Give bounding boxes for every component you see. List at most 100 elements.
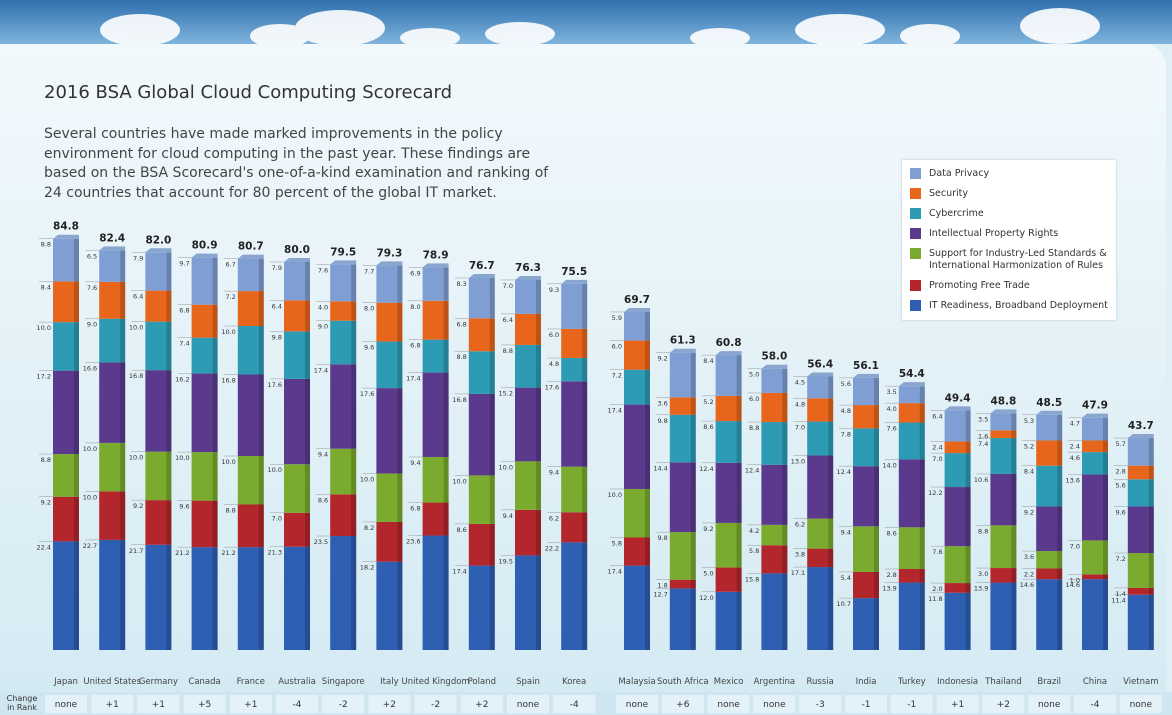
segment-label: 6.4 bbox=[272, 302, 282, 310]
segment-label: 21.2 bbox=[221, 549, 235, 557]
segment-label: 5.0 bbox=[749, 371, 759, 379]
segment-label: 14.6 bbox=[1066, 581, 1080, 589]
bar-segment bbox=[669, 397, 696, 415]
rank-cell bbox=[707, 695, 750, 713]
bar-side bbox=[351, 364, 357, 449]
bar-side bbox=[582, 328, 588, 359]
segment-label: 7.4 bbox=[978, 440, 988, 448]
bar-side bbox=[258, 547, 264, 650]
bar-side bbox=[305, 464, 310, 513]
segment-label: 14.6 bbox=[1020, 581, 1034, 589]
bar-segment bbox=[624, 488, 650, 538]
segment-label: 10.0 bbox=[221, 458, 235, 466]
bar-segment bbox=[468, 351, 495, 394]
bar-segment bbox=[1036, 465, 1063, 507]
bar-cap bbox=[376, 261, 403, 266]
rank-label: Change in Rank bbox=[7, 694, 38, 712]
bar-side bbox=[782, 422, 788, 465]
bar-side bbox=[536, 555, 541, 650]
segment-label: 10.0 bbox=[37, 324, 51, 332]
bar-segment bbox=[1082, 574, 1108, 580]
total-label: 80.7 bbox=[238, 241, 264, 253]
total-label: 61.3 bbox=[670, 335, 696, 347]
bar-side bbox=[166, 370, 172, 452]
bar-side bbox=[645, 488, 650, 538]
rank-change: -2 bbox=[339, 700, 348, 710]
segment-label: 8.8 bbox=[749, 424, 759, 432]
bar-segment bbox=[422, 372, 449, 457]
bar-side bbox=[645, 537, 650, 566]
segment-label: 9.6 bbox=[1115, 508, 1125, 516]
segment-label: 7.0 bbox=[795, 424, 805, 432]
segment-label: 9.6 bbox=[179, 503, 189, 511]
total-label: 76.7 bbox=[469, 260, 495, 272]
segment-label: 17.1 bbox=[791, 569, 805, 577]
bar-cap bbox=[284, 258, 310, 262]
bar-side bbox=[965, 546, 971, 584]
rank-cell bbox=[183, 695, 226, 713]
segment-label: 8.4 bbox=[703, 357, 713, 365]
legend-item: IT Readiness, Broadband Deployment bbox=[902, 296, 1116, 316]
bar-segment bbox=[468, 393, 495, 476]
bar-segment bbox=[715, 522, 742, 568]
bar-segment bbox=[990, 473, 1017, 526]
bar-cap bbox=[561, 279, 588, 284]
bar-segment bbox=[191, 337, 218, 374]
bar-cap bbox=[515, 275, 541, 280]
bar-side bbox=[645, 404, 650, 489]
segment-label: 3.5 bbox=[978, 415, 988, 423]
segment-label: 13.9 bbox=[974, 585, 988, 593]
segment-label: 8.6 bbox=[456, 526, 466, 534]
total-label: 48.5 bbox=[1036, 397, 1062, 409]
segment-label: 4.8 bbox=[549, 360, 559, 368]
bar-segment bbox=[330, 264, 357, 302]
bar-side bbox=[874, 526, 879, 572]
bar-segment bbox=[422, 300, 449, 340]
bar-segment bbox=[1127, 479, 1154, 507]
segment-label: 10.0 bbox=[608, 491, 622, 499]
bar-side bbox=[965, 453, 971, 488]
bar-segment bbox=[1127, 465, 1154, 480]
bar-side bbox=[1103, 452, 1108, 475]
bar-side bbox=[965, 583, 971, 593]
bar-side bbox=[1057, 568, 1063, 580]
segment-label: 5.2 bbox=[703, 398, 713, 406]
bar-segment bbox=[330, 536, 357, 650]
bar-segment bbox=[330, 494, 357, 537]
bar-side bbox=[736, 591, 742, 650]
bar-side bbox=[166, 544, 172, 650]
bar-cap bbox=[624, 307, 650, 312]
rank-cell bbox=[322, 695, 365, 713]
bar-segment bbox=[853, 598, 879, 650]
bar-segment bbox=[1082, 440, 1108, 453]
bar-side bbox=[736, 421, 742, 463]
rank-cell bbox=[368, 695, 411, 713]
segment-label: 5.6 bbox=[841, 380, 851, 388]
x-tick-label: Mexico bbox=[714, 677, 744, 687]
bar-side bbox=[212, 304, 218, 338]
bar-segment bbox=[468, 475, 495, 524]
legend-item: Cybercrime bbox=[902, 204, 1116, 224]
rank-change: -4 bbox=[570, 700, 579, 710]
rank-cell bbox=[936, 695, 979, 713]
rank-change: +1 bbox=[152, 700, 165, 710]
segment-label: 14.0 bbox=[882, 461, 896, 469]
bar-side bbox=[536, 509, 541, 556]
bar-cap bbox=[1082, 413, 1108, 418]
bar-side bbox=[874, 571, 879, 599]
x-tick-label: Argentina bbox=[754, 677, 795, 687]
legend-item: Support for Industry-Led Standards & Int… bbox=[902, 244, 1116, 276]
bar-side bbox=[489, 475, 495, 524]
segment-label: 8.0 bbox=[410, 303, 420, 311]
x-tick-label: South Africa bbox=[657, 677, 709, 687]
segment-label: 10.6 bbox=[974, 476, 988, 484]
bar-segment bbox=[561, 328, 588, 359]
bar-segment bbox=[284, 378, 310, 465]
legend-swatch bbox=[910, 168, 921, 179]
bar-side bbox=[736, 522, 742, 568]
bar-side bbox=[828, 398, 834, 422]
rank-change: -4 bbox=[1091, 700, 1100, 710]
bar-segment bbox=[624, 369, 650, 405]
bar-side bbox=[351, 301, 357, 321]
